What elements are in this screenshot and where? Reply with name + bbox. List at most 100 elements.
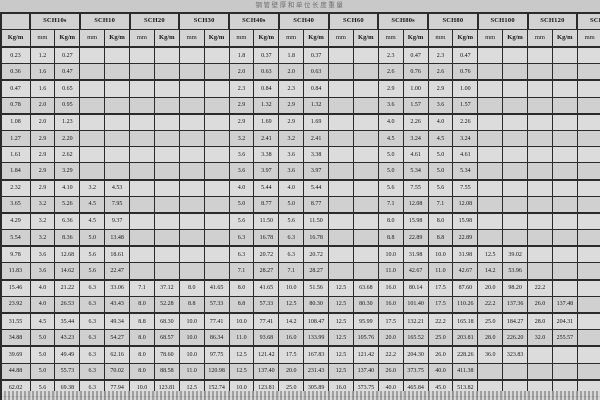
cell-weight: [502, 129, 528, 148]
table-row: 3.65 3.2 5.26 4.5 7.95 5.0 8.77 5.0 8.77 7.1 12.08…: [0, 195, 600, 214]
cell-thickness: [328, 129, 354, 148]
cell-weight: [502, 195, 528, 214]
cell-thickness: 5.0: [377, 146, 404, 164]
cell-thickness: [576, 146, 600, 164]
cell-thickness: 6.3: [79, 295, 106, 314]
cell-weight: 80.14: [402, 278, 429, 297]
table-row: 0.36 1.6 0.47 2.0 0.63 2.0 0.63 2.6 0.76 2.6 0.76: [0, 63, 600, 81]
table-row: 11.83 3.6 14.62 5.6 22.47 7.1 28.27 7.1 28.27 11.…: [0, 262, 600, 281]
cell-weight: [502, 211, 528, 231]
cell-weight: 18.61: [104, 245, 130, 264]
cell-thickness: 28.0: [527, 312, 553, 331]
cell-weight: [153, 195, 180, 214]
cell-thickness: [178, 63, 205, 81]
cell-thickness: [477, 96, 504, 115]
cell-weight: [153, 178, 180, 197]
cell-thickness: 3.6: [427, 96, 454, 115]
cell-thickness: 17.5: [427, 295, 454, 314]
cell-thickness: [129, 262, 155, 281]
cell-weight: 6.36: [54, 211, 81, 231]
cell-weight: 0.47: [0, 79, 31, 98]
table-row: 39.69 5.0 49.49 6.3 62.16 8.0 78.60 10.0 97.75 12…: [0, 345, 600, 364]
cell-thickness: [527, 345, 553, 364]
cell-thickness: 7.1: [129, 278, 155, 297]
cell-weight: 23.92: [0, 295, 31, 314]
cell-thickness: 11.0: [427, 262, 454, 281]
cell-thickness: [576, 96, 600, 115]
schedule-group-header-sch80s: SCH80s: [377, 12, 429, 30]
cell-weight: 97.75: [203, 345, 230, 364]
cell-thickness: 17.5: [427, 278, 454, 297]
cell-weight: [551, 63, 578, 81]
cell-thickness: [477, 211, 504, 231]
cell-weight: 1.08: [0, 112, 31, 131]
cell-weight: [153, 162, 180, 180]
cell-thickness: 5.0: [278, 195, 305, 214]
cell-weight: 1.00: [402, 79, 429, 98]
cell-weight: 31.98: [402, 245, 429, 264]
cell-weight: 110.26: [452, 295, 479, 314]
cell-weight: 1.23: [54, 112, 81, 131]
cell-weight: 54.27: [104, 329, 130, 347]
cell-weight: [551, 345, 578, 364]
cell-weight: 184.27: [502, 312, 528, 331]
cell-thickness: 11.0: [178, 362, 205, 381]
cell-thickness: [527, 129, 553, 148]
cell-thickness: 8.8: [228, 295, 255, 314]
cell-thickness: 16.0: [377, 278, 404, 297]
cell-thickness: 2.3: [228, 79, 255, 98]
cell-weight: 5.54: [0, 229, 31, 247]
table-row: 9.78 3.6 12.68 5.6 18.61 6.3 20.72 6.3 20.72 10.0…: [0, 245, 600, 264]
cell-thickness: 11.0: [377, 262, 404, 281]
cell-weight: [551, 362, 578, 381]
cell-thickness: 2.0: [278, 63, 305, 81]
cell-thickness: 16.0: [377, 295, 404, 314]
cell-thickness: [477, 362, 504, 381]
table-row: 0.78 2.0 0.95 2.9 1.32 2.9 1.32 3.6 1.57 3.6 1.57: [0, 96, 600, 115]
cell-weight: [203, 162, 230, 180]
cell-weight: 1.00: [452, 79, 479, 98]
cell-weight: 411.38: [452, 362, 479, 381]
cell-thickness: 10.0: [377, 245, 404, 264]
cell-thickness: [576, 312, 600, 331]
cell-thickness: [328, 162, 354, 180]
cell-weight: [104, 146, 130, 164]
cell-thickness: 1.8: [228, 46, 255, 65]
cell-thickness: [477, 195, 504, 214]
cell-thickness: 4.5: [79, 211, 106, 231]
unit-header-kg: Kg/m: [452, 29, 479, 48]
cell-weight: 68.30: [153, 312, 180, 331]
cell-weight: 0.76: [402, 63, 429, 81]
cell-weight: 11.50: [303, 211, 329, 231]
cell-thickness: [328, 96, 354, 115]
cell-thickness: [576, 295, 600, 314]
cell-thickness: [328, 63, 354, 81]
cell-weight: [153, 63, 180, 81]
cell-weight: 49.34: [104, 312, 130, 331]
unit-header-mm: mm: [178, 29, 205, 48]
cell-thickness: [129, 162, 155, 180]
cell-thickness: [527, 96, 553, 115]
cell-thickness: 3.6: [29, 262, 56, 281]
cell-weight: 31.98: [452, 245, 479, 264]
cell-weight: [153, 262, 180, 281]
cell-weight: 15.98: [452, 211, 479, 231]
cell-thickness: 6.3: [228, 229, 255, 247]
cell-thickness: [178, 195, 205, 214]
cell-weight: 0.84: [253, 79, 280, 98]
cell-thickness: 12.5: [228, 345, 255, 364]
cell-weight: [352, 211, 379, 231]
cell-thickness: 2.6: [427, 63, 454, 81]
cell-thickness: [328, 195, 354, 214]
page-title: 钢管壁厚和单位长度重量: [0, 0, 600, 12]
table-row: 1.08 2.0 1.23 2.9 1.69 2.9 1.69 4.0 2.26 4.0 2.26: [0, 112, 600, 131]
cell-weight: 0.63: [303, 63, 329, 81]
schedule-group-header-sch120: SCH120: [526, 12, 579, 30]
cell-thickness: [576, 245, 600, 264]
cell-thickness: [178, 112, 205, 131]
cell-thickness: 3.6: [278, 146, 305, 164]
cell-weight: [203, 211, 230, 231]
cell-weight: 1.69: [253, 112, 280, 131]
cell-thickness: 26.0: [527, 295, 553, 314]
unit-header-kg: Kg/m: [551, 29, 578, 48]
